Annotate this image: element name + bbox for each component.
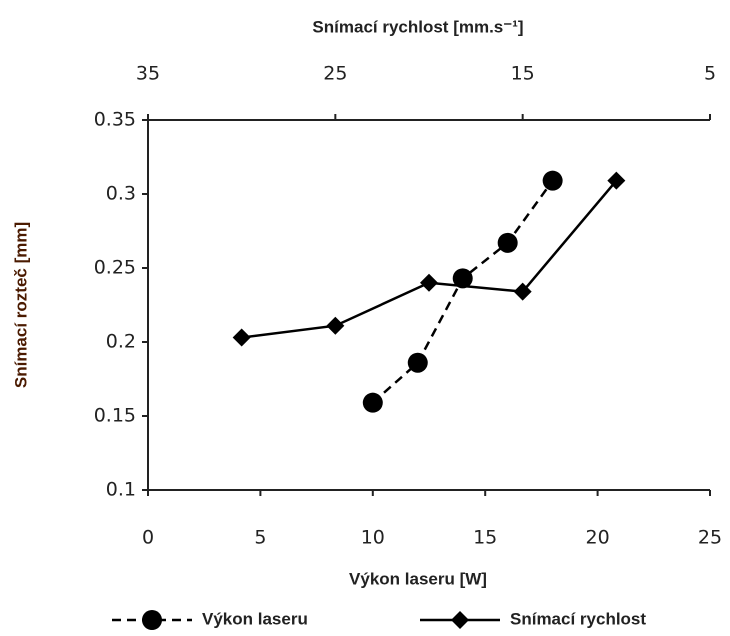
x2-tick-label: 25 [323, 63, 347, 85]
y-tick-label: 0.1 [106, 479, 136, 501]
x-tick-label: 20 [586, 527, 610, 549]
x-tick-label: 25 [698, 527, 722, 549]
series-line [241, 179, 618, 339]
marker [497, 232, 518, 253]
x-tick-label: 0 [142, 527, 154, 549]
legend-label: Výkon laseru [202, 609, 308, 628]
x-tick-label: 10 [361, 527, 385, 549]
marker [420, 273, 438, 292]
x2-tick-label: 35 [136, 63, 160, 85]
marker [513, 282, 532, 301]
x-tick-label: 15 [473, 527, 497, 549]
legend-marker [451, 611, 469, 629]
legend-label: Snímací rychlost [510, 609, 646, 628]
y-tick-label: 0.15 [94, 405, 136, 427]
y-tick-label: 0.35 [94, 109, 136, 131]
marker [362, 392, 383, 413]
x-tick-label: 5 [254, 527, 266, 549]
top-axis-title: Snímací rychlost [mm.s⁻¹] [312, 17, 523, 36]
marker [452, 268, 473, 289]
marker [326, 316, 345, 335]
legend-marker [142, 610, 162, 630]
y-tick-label: 0.25 [94, 257, 136, 279]
y-tick-label: 0.2 [106, 331, 136, 353]
y-tick-label: 0.3 [106, 183, 136, 205]
x-axis-title: Výkon laseru [W] [349, 569, 487, 588]
marker [407, 352, 428, 373]
marker [607, 171, 626, 190]
marker [232, 328, 251, 347]
x2-tick-label: 5 [704, 63, 716, 85]
y-axis-title: Snímací rozteč [mm] [11, 222, 30, 388]
x2-tick-label: 15 [511, 63, 535, 85]
marker [542, 170, 563, 191]
